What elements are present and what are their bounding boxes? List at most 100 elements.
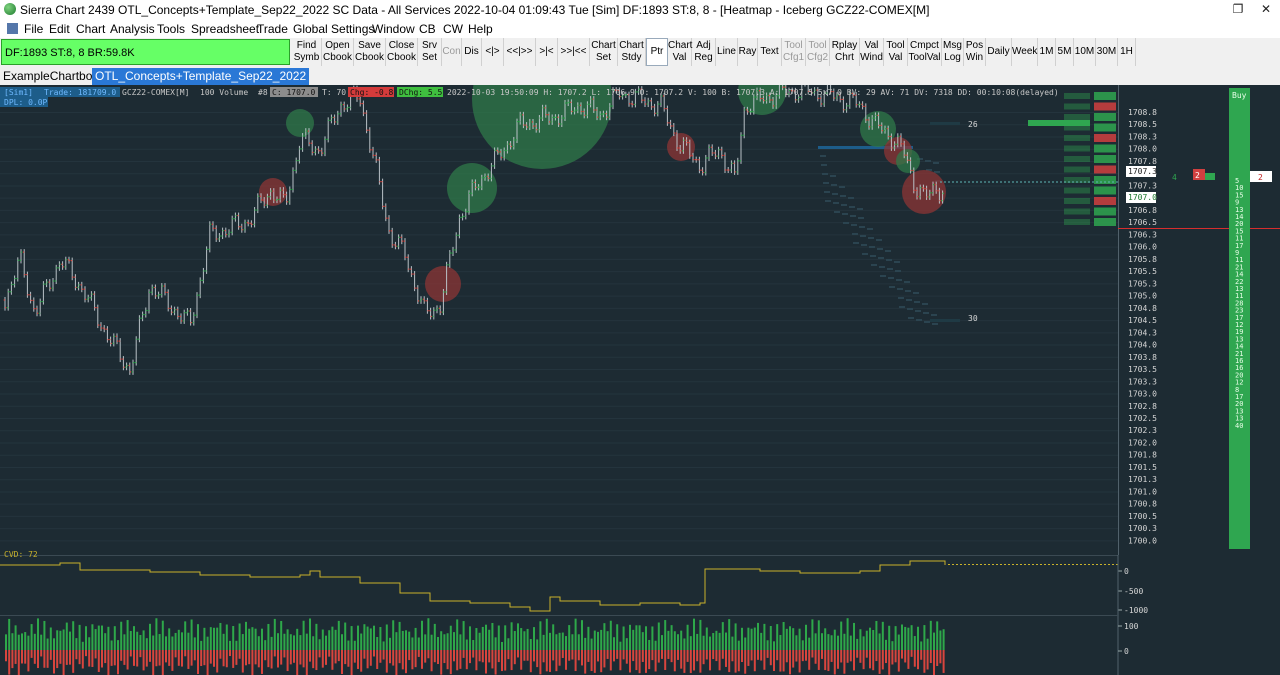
volume-bar-up xyxy=(203,627,206,650)
toolbar-button-5m[interactable]: 5M xyxy=(1056,38,1074,66)
chg-badge-bg xyxy=(348,87,394,97)
toolbar-button-line1: 1H xyxy=(1120,46,1133,57)
volume-bar-up xyxy=(126,620,129,650)
toolbar-button-chartval[interactable]: Chart Val xyxy=(668,38,692,66)
toolbar-button-daily[interactable]: Daily xyxy=(986,38,1012,66)
menu-analysis[interactable]: Analysis xyxy=(110,22,155,36)
dom-cell xyxy=(1094,207,1116,216)
volume-bar-up xyxy=(686,624,689,650)
chart-svg[interactable]: [Sim1] Trade: 181709.0 GCZ22-COMEX[M] 10… xyxy=(0,85,1280,675)
toolbar-button-line2: Set xyxy=(421,52,437,63)
toolbar-button-1h[interactable]: 1H xyxy=(1118,38,1136,66)
volume-bar-down xyxy=(430,650,433,672)
toolbar-button-ptr[interactable]: Ptr xyxy=(646,38,668,66)
toolbar-button-week[interactable]: Week xyxy=(1012,38,1038,66)
toolbar-button--[interactable]: <|> xyxy=(482,38,504,66)
volume-bar-up xyxy=(680,630,683,650)
menu-file[interactable]: File xyxy=(24,22,44,36)
toolbar-button--[interactable]: >|< xyxy=(536,38,558,66)
volume-bar-up xyxy=(97,625,100,650)
heatmap-cell xyxy=(878,257,884,259)
volume-bar-up xyxy=(241,634,244,650)
volume-bar-down xyxy=(465,650,468,670)
volume-bars xyxy=(5,618,945,675)
toolbar-button-line1: Daily xyxy=(987,46,1010,57)
toolbar-button-toolcfg2[interactable]: Tool Cfg2 xyxy=(806,38,830,66)
volume-bar-down xyxy=(129,650,132,657)
toolbar-button-line[interactable]: Line xyxy=(716,38,738,66)
menu-help[interactable]: Help xyxy=(468,22,493,36)
toolbar-button-srvset[interactable]: Srv Set xyxy=(418,38,442,66)
heatmap-cell xyxy=(932,323,938,325)
toolbar-button-opencbook[interactable]: Open Cbook xyxy=(322,38,354,66)
buy-value: 16 xyxy=(1235,357,1243,365)
menu-cw[interactable]: CW xyxy=(443,22,463,36)
header-trade: Trade: 181709.0 xyxy=(44,88,116,97)
tab-otl-concepts[interactable]: OTL_Concepts+Template_Sep22_2022 xyxy=(92,68,310,85)
toolbar-button-toolval[interactable]: Tool Val xyxy=(884,38,908,66)
toolbar-button-toolcfg1[interactable]: Tool Cfg1 xyxy=(782,38,806,66)
menu-global-settings[interactable]: Global Settings xyxy=(293,22,375,36)
buy-value: 12 xyxy=(1235,321,1243,329)
volume-bar-up xyxy=(78,624,81,650)
close-button[interactable]: ✕ xyxy=(1260,2,1272,16)
heatmap-cell xyxy=(860,235,866,237)
volume-bar-down xyxy=(808,650,811,670)
volume-bar-down xyxy=(677,650,679,660)
menu-window[interactable]: Window xyxy=(372,22,415,36)
toolbar-button-savecbook[interactable]: Save Cbook xyxy=(354,38,386,66)
toolbar-button-valwind[interactable]: Val Wind xyxy=(860,38,884,66)
volume-bar-down xyxy=(305,650,308,675)
toolbar-button-text[interactable]: Text xyxy=(758,38,782,66)
volume-bar-down xyxy=(181,650,183,667)
volume-bar-up xyxy=(232,626,235,650)
toolbar-button-closecbook[interactable]: Close Cbook xyxy=(386,38,418,66)
toolbar-button-con[interactable]: Con xyxy=(442,38,462,66)
volume-bar-down xyxy=(683,650,686,673)
volume-bar-down xyxy=(529,650,532,673)
dpl-label: DPL: 0.0P xyxy=(4,98,48,107)
app-icon xyxy=(4,3,16,15)
menu-trade[interactable]: Trade xyxy=(257,22,288,36)
menu-spreadsheet[interactable]: Spreadsheet xyxy=(191,22,260,36)
volume-bar-down xyxy=(865,650,868,658)
chart-area[interactable]: [Sim1] Trade: 181709.0 GCZ22-COMEX[M] 10… xyxy=(0,85,1280,675)
menu-cb[interactable]: CB xyxy=(419,22,436,36)
header-sim: [Sim1] xyxy=(4,88,33,97)
toolbar-button-poswin[interactable]: Pos Win xyxy=(964,38,986,66)
toolbar-button-chartstdy[interactable]: Chart Stdy xyxy=(618,38,646,66)
volume-bar-down xyxy=(241,650,244,673)
toolbar-button-1m[interactable]: 1M xyxy=(1038,38,1056,66)
toolbar-button--[interactable]: >>|<< xyxy=(558,38,590,66)
volume-bar-down xyxy=(657,650,660,663)
volume-bar-down xyxy=(261,650,263,674)
volume-bar-up xyxy=(385,624,388,650)
toolbar-button-line1: >|< xyxy=(539,46,554,57)
toolbar-button-10m[interactable]: 10M xyxy=(1074,38,1096,66)
toolbar-button-adjreg[interactable]: Adj Reg xyxy=(692,38,716,66)
toolbar-button-ray[interactable]: Ray xyxy=(738,38,758,66)
volume-bar-down xyxy=(248,650,251,665)
toolbar-button-msglog[interactable]: Msg Log xyxy=(942,38,964,66)
menu-tools[interactable]: Tools xyxy=(157,22,186,36)
toolbar-button-findsymb[interactable]: Find Symb xyxy=(292,38,322,66)
toolbar-button-30m[interactable]: 30M xyxy=(1096,38,1118,66)
volume-bar-down xyxy=(497,650,500,663)
tab-example-chartbook[interactable]: ExampleChartbook xyxy=(3,69,106,83)
menu-chart[interactable]: Chart xyxy=(76,22,106,36)
toolbar-button-rplaychrt[interactable]: Rplay Chrt xyxy=(830,38,860,66)
toolbar-button-chartset[interactable]: Chart Set xyxy=(590,38,618,66)
price-axis[interactable]: 1708.81708.51708.31708.01707.81707.51707… xyxy=(1126,108,1157,545)
price-label: 1703.8 xyxy=(1128,353,1157,362)
toolbar-button-cmpcttoolval[interactable]: Cmpct ToolVal xyxy=(908,38,942,66)
volume-bar-down xyxy=(449,650,452,675)
volume-bar-up xyxy=(465,639,468,650)
volume-bar-down xyxy=(830,650,833,662)
menu-edit[interactable]: Edit xyxy=(49,22,70,36)
toolbar-button-dis[interactable]: Dis xyxy=(462,38,482,66)
heatmap-cell xyxy=(820,155,826,157)
restore-button[interactable]: ❐ xyxy=(1232,2,1244,16)
volume-bar-down xyxy=(101,650,103,668)
toolbar-button--[interactable]: <<|>> xyxy=(504,38,536,66)
volume-bar-down xyxy=(632,650,635,662)
